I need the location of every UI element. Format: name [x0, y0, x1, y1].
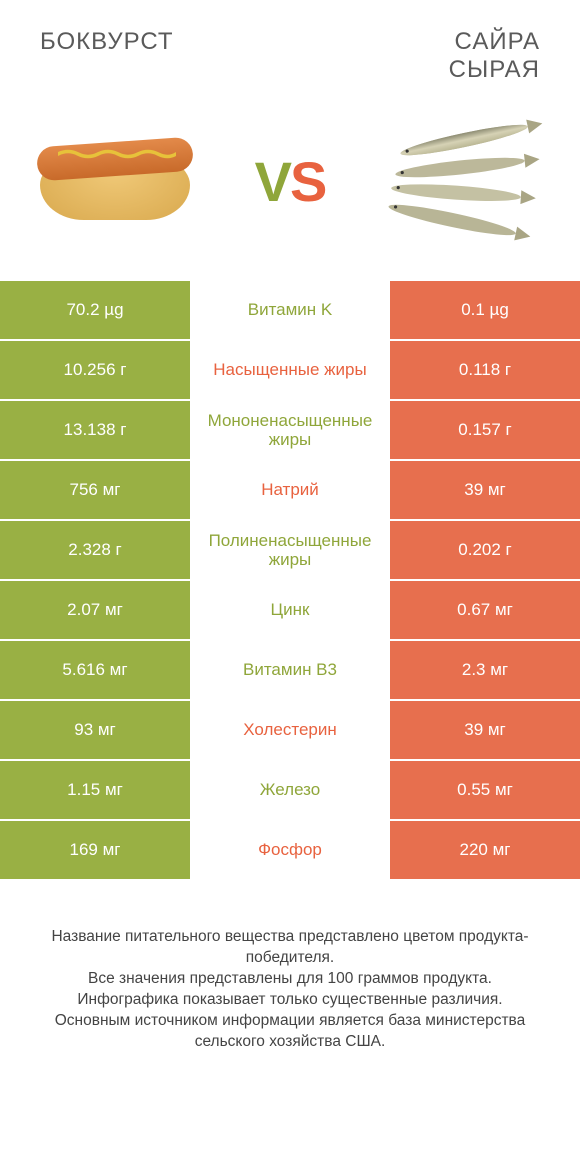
vs-s: S	[290, 150, 325, 213]
comparison-row: 169 мгФосфор220 мг	[0, 821, 580, 879]
comparison-row: 70.2 µgВитамин K0.1 µg	[0, 281, 580, 339]
header: БОКВУРСТ САЙРАСЫРАЯ	[0, 0, 580, 91]
nutrient-label: Фосфор	[190, 821, 390, 879]
left-value: 2.328 г	[0, 521, 190, 579]
nutrient-label: Насыщенные жиры	[190, 341, 390, 399]
vs-label: VS	[255, 149, 326, 214]
comparison-table: 70.2 µgВитамин K0.1 µg10.256 гНасыщенные…	[0, 281, 580, 879]
right-value: 0.118 г	[390, 341, 580, 399]
title-left: БОКВУРСТ	[40, 28, 240, 56]
right-food-image	[380, 111, 550, 251]
hotdog-icon	[40, 136, 190, 226]
comparison-row: 5.616 мгВитамин B32.3 мг	[0, 641, 580, 699]
left-value: 10.256 г	[0, 341, 190, 399]
nutrient-label: Витамин B3	[190, 641, 390, 699]
images-row: VS	[0, 91, 580, 281]
footer-text: Название питательного вещества представл…	[0, 879, 580, 1053]
comparison-row: 2.328 гПолиненасыщенные жиры0.202 г	[0, 521, 580, 579]
left-value: 2.07 мг	[0, 581, 190, 639]
nutrient-label: Натрий	[190, 461, 390, 519]
footer-line: Основным источником информации является …	[22, 1011, 558, 1053]
right-value: 0.202 г	[390, 521, 580, 579]
comparison-row: 93 мгХолестерин39 мг	[0, 701, 580, 759]
title-right: САЙРАСЫРАЯ	[340, 28, 540, 83]
comparison-row: 13.138 гМононенасыщенные жиры0.157 г	[0, 401, 580, 459]
comparison-row: 756 мгНатрий39 мг	[0, 461, 580, 519]
right-value: 39 мг	[390, 461, 580, 519]
right-value: 0.1 µg	[390, 281, 580, 339]
footer-line: Инфографика показывает только существенн…	[22, 990, 558, 1011]
footer-line: Название питательного вещества представл…	[22, 927, 558, 969]
left-value: 169 мг	[0, 821, 190, 879]
right-value: 39 мг	[390, 701, 580, 759]
left-value: 70.2 µg	[0, 281, 190, 339]
nutrient-label: Железо	[190, 761, 390, 819]
right-value: 0.157 г	[390, 401, 580, 459]
left-value: 13.138 г	[0, 401, 190, 459]
right-value: 0.55 мг	[390, 761, 580, 819]
nutrient-label: Полиненасыщенные жиры	[190, 521, 390, 579]
nutrient-label: Холестерин	[190, 701, 390, 759]
left-value: 1.15 мг	[0, 761, 190, 819]
nutrient-label: Цинк	[190, 581, 390, 639]
nutrient-label: Витамин K	[190, 281, 390, 339]
comparison-row: 10.256 гНасыщенные жиры0.118 г	[0, 341, 580, 399]
left-value: 5.616 мг	[0, 641, 190, 699]
comparison-row: 2.07 мгЦинк0.67 мг	[0, 581, 580, 639]
left-value: 756 мг	[0, 461, 190, 519]
right-value: 0.67 мг	[390, 581, 580, 639]
left-value: 93 мг	[0, 701, 190, 759]
footer-line: Все значения представлены для 100 граммо…	[22, 969, 558, 990]
right-value: 220 мг	[390, 821, 580, 879]
comparison-row: 1.15 мгЖелезо0.55 мг	[0, 761, 580, 819]
left-food-image	[30, 111, 200, 251]
vs-v: V	[255, 150, 290, 213]
right-value: 2.3 мг	[390, 641, 580, 699]
nutrient-label: Мононенасыщенные жиры	[190, 401, 390, 459]
fish-icon	[380, 121, 550, 241]
